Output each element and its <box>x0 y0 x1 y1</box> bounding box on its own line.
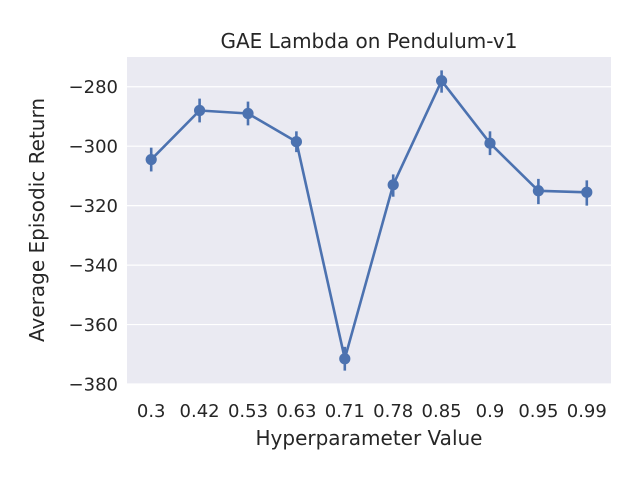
x-tick-label: 0.95 <box>518 401 558 422</box>
data-point <box>194 104 206 117</box>
data-point <box>242 107 254 120</box>
data-point <box>290 136 302 148</box>
y-tick-label: −280 <box>69 77 118 98</box>
x-tick-labels: 0.3 0.42 0.53 0.63 0.71 0.78 0.85 0.9 0.95 0.99 <box>137 401 607 422</box>
data-point <box>387 179 399 191</box>
y-tick-label: −300 <box>69 137 118 158</box>
data-point <box>581 186 593 198</box>
data-point <box>484 137 496 149</box>
x-tick-label: 0.99 <box>567 401 607 422</box>
x-tick-label: 0.85 <box>422 401 462 422</box>
data-point <box>339 353 351 365</box>
x-axis-label: Hyperparameter Value <box>256 426 483 450</box>
data-point <box>532 185 545 197</box>
x-tick-label: 0.53 <box>228 401 268 422</box>
y-tick-label: −380 <box>69 375 118 396</box>
y-axis-label: Average Episodic Return <box>25 98 49 342</box>
data-point <box>436 75 448 87</box>
data-point <box>145 153 157 166</box>
y-tick-label: −340 <box>69 256 118 277</box>
y-tick-label: −320 <box>69 196 118 217</box>
grid <box>127 86 611 385</box>
x-tick-label: 0.78 <box>373 401 413 422</box>
x-tick-label: 0.63 <box>276 401 316 422</box>
series-line <box>149 79 589 361</box>
y-tick-labels: −280 −300 −320 −340 −360 −380 <box>69 77 118 395</box>
x-tick-label: 0.3 <box>137 401 166 422</box>
x-tick-label: 0.9 <box>476 401 505 422</box>
series-group <box>145 70 593 371</box>
y-tick-label: −360 <box>69 315 118 336</box>
x-tick-label: 0.42 <box>180 401 220 422</box>
x-tick-label: 0.71 <box>325 401 365 422</box>
chart-title: GAE Lambda on Pendulum-v1 <box>221 29 518 53</box>
